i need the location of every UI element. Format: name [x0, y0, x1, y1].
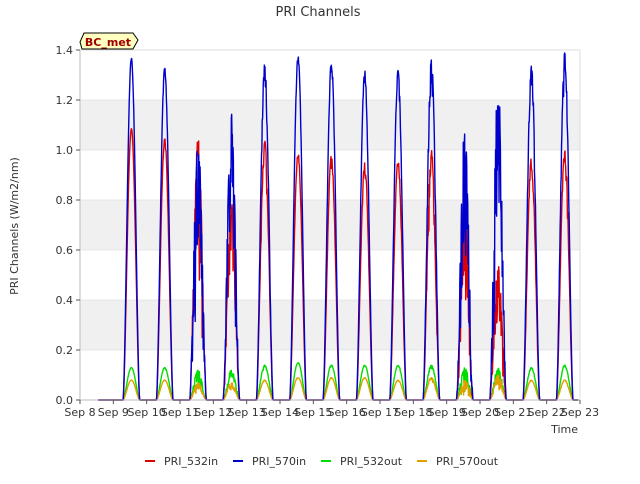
x-tick-label: Sep 15 — [294, 406, 332, 419]
legend-label-pri-532out: PRI_532out — [340, 455, 403, 468]
y-tick-label: 0.6 — [56, 244, 74, 257]
x-tick-label: Sep 10 — [128, 406, 166, 419]
x-tick-label: Sep 8 — [64, 406, 95, 419]
x-tick-label: Sep 18 — [394, 406, 432, 419]
x-tick-label: Sep 22 — [528, 406, 566, 419]
annotation-box-shape — [79, 32, 139, 50]
x-tick-label: Sep 17 — [361, 406, 399, 419]
x-axis-label: Time — [550, 423, 578, 436]
x-tick-label: Sep 21 — [494, 406, 532, 419]
x-tick-label: Sep 9 — [98, 406, 129, 419]
x-tick-label: Sep 16 — [328, 406, 366, 419]
y-tick-label: 0.8 — [56, 194, 74, 207]
y-tick-label: 1.0 — [56, 144, 74, 157]
chart-title: PRI Channels — [276, 5, 361, 20]
x-tick-label: Sep 13 — [228, 406, 266, 419]
grid-band — [80, 200, 580, 250]
y-tick-label: 1.2 — [56, 94, 74, 107]
x-tick-label: Sep 12 — [194, 406, 232, 419]
legend-label-pri-570in: PRI_570in — [252, 455, 306, 468]
x-tick-label: Sep 11 — [161, 406, 199, 419]
legend-label-pri-532in: PRI_532in — [164, 455, 218, 468]
x-tick-label: Sep 14 — [261, 406, 299, 419]
x-tick-label: Sep 19 — [428, 406, 466, 419]
legend-label-pri-570out: PRI_570out — [436, 455, 499, 468]
x-tick-label: Sep 23 — [561, 406, 599, 419]
y-tick-label: 0.2 — [56, 344, 74, 357]
annotation-box: BC_met — [79, 32, 139, 50]
annotation-label: BC_met — [85, 36, 131, 49]
legend: PRI_532in PRI_570in PRI_532out PRI_570out — [145, 455, 499, 468]
y-tick-label: 1.4 — [56, 44, 74, 57]
x-tick-label: Sep 20 — [461, 406, 499, 419]
y-tick-label: 0.0 — [56, 394, 74, 407]
y-tick-label: 0.4 — [56, 294, 74, 307]
axes-layer — [79, 49, 581, 401]
y-axis-label: PRI Channels (W/m2/nm) — [8, 157, 21, 295]
grid-band — [80, 100, 580, 150]
